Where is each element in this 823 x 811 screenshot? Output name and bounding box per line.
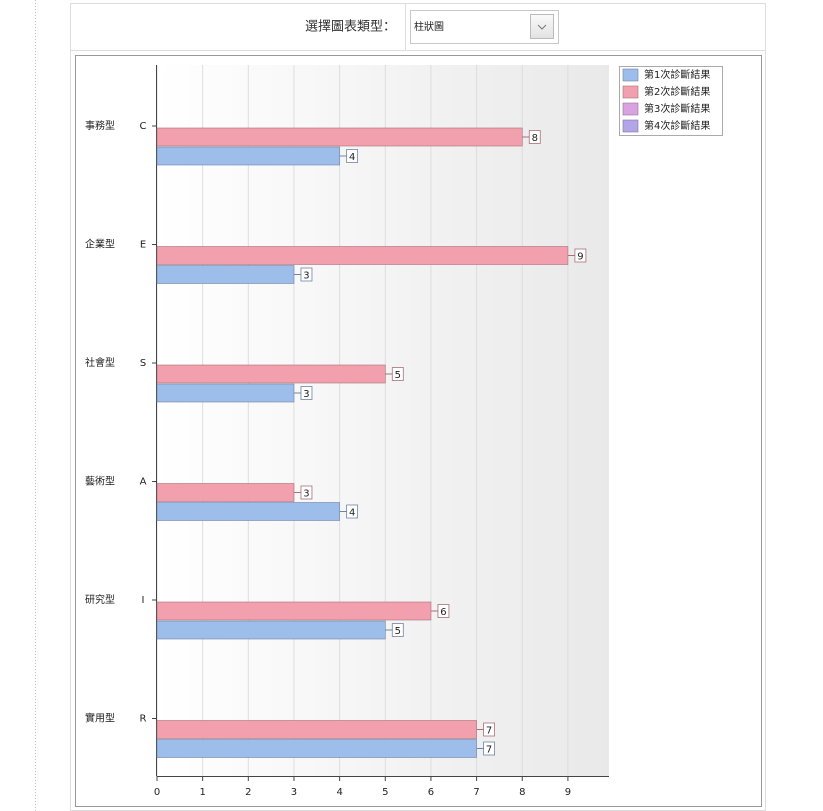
value-label: 3 [303,389,309,400]
legend-swatch [622,102,639,116]
y-tick-label: C [140,121,147,132]
value-label-box [346,504,359,519]
y-tick-label: I [142,595,145,606]
y-tick-label: A [140,477,147,488]
bar [156,265,295,284]
bar [156,739,477,758]
x-tick-label: 2 [245,787,251,798]
value-label: 4 [349,152,355,163]
select-value[interactable]: 柱狀圖 [414,20,444,33]
value-label: 7 [486,726,492,737]
legend-label: 第2次診斷結果 [644,85,710,98]
plot-area [157,65,609,776]
bar [156,146,340,166]
value-label-box [528,130,541,144]
select-arrow [537,24,547,30]
value-label: 6 [440,607,446,618]
bar [156,720,477,739]
value-label: 3 [303,489,309,500]
x-tick-label: 1 [199,787,205,798]
category-group: 事務型 [85,119,115,132]
bar [156,246,569,265]
value-label-box [437,604,450,618]
value-label-box [300,485,313,500]
value-label-box [300,386,313,400]
x-tick-label: 9 [565,787,571,798]
category-group: 企業型 [85,238,115,251]
x-tick-label: 0 [154,787,160,798]
value-label-box [346,149,359,163]
x-tick-label: 3 [291,787,297,798]
value-label-box [391,367,404,381]
bar [156,383,295,403]
value-label-box [574,248,587,263]
x-tick-label: 6 [428,787,434,798]
legend-label: 第4次診斷結果 [644,119,710,132]
x-tick-label: 5 [382,787,388,798]
value-label: 4 [349,508,355,519]
value-label: 9 [577,252,583,263]
x-tick-label: 7 [473,787,479,798]
y-tick-label: S [140,358,146,369]
legend-label: 第1次診斷結果 [644,68,710,81]
bar [156,502,340,521]
value-label-box [483,722,495,737]
legend-swatch [622,68,639,82]
value-label-box [300,267,313,282]
value-label: 3 [303,271,309,282]
legend-swatch [622,119,639,133]
bar [156,601,432,621]
select-button[interactable] [530,14,554,39]
category-group: 研究型 [85,593,115,606]
value-label-box [483,741,495,756]
x-tick-label: 4 [336,787,342,798]
bar [156,127,523,147]
value-label: 5 [395,626,401,637]
legend-swatch [622,85,639,99]
x-tick-label: 8 [519,787,525,798]
form-label: 選擇圖表類型： [305,19,396,35]
legend-label: 第3次診斷結果 [644,102,710,115]
bar [156,620,386,640]
bar [156,364,386,384]
value-label: 8 [532,133,538,144]
category-group: 實用型 [85,712,115,725]
category-group: 社會型 [85,356,115,369]
value-label: 5 [395,370,401,381]
value-label: 7 [486,745,492,756]
y-tick-label: E [140,240,146,251]
y-tick-label: R [140,714,147,725]
bar [156,483,295,502]
chart-type-select[interactable]: 柱狀圖 [410,10,559,44]
category-group: 藝術型 [85,475,115,488]
value-label-box [391,623,404,637]
